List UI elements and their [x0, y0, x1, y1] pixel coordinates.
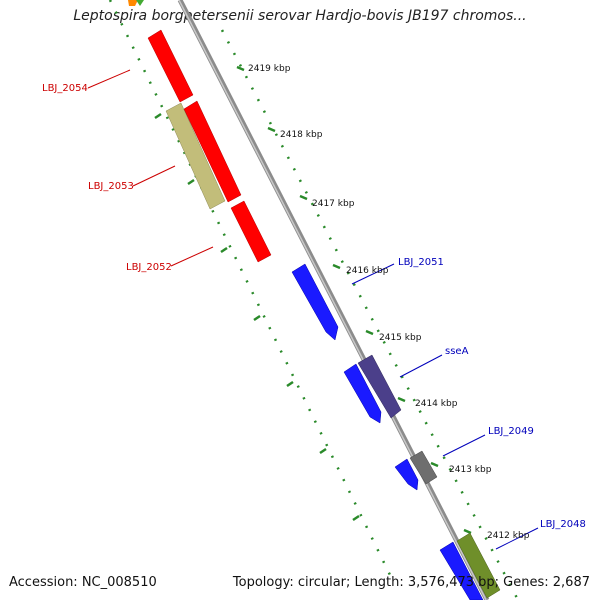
kbp-label-2418: 2418 kbp	[280, 130, 323, 140]
kbp-label-2416: 2416 kbp	[346, 266, 389, 276]
tick-track-outer-left	[108, 0, 392, 576]
kbp-label-2413: 2413 kbp	[449, 465, 492, 475]
gene-label-lbj-2049[interactable]: LBJ_2049	[488, 426, 534, 437]
gene-lbj-2051[interactable]	[291, 263, 339, 341]
gene-lbj-2049[interactable]	[394, 458, 419, 491]
gene-label-lbj-2051[interactable]: LBJ_2051	[398, 257, 444, 268]
accession-label: Accession: NC_008510	[9, 575, 157, 590]
major-ticks-left	[154, 112, 360, 522]
kbp-label-2414: 2414 kbp	[415, 399, 458, 409]
gene-top-fragment	[128, 0, 144, 6]
gene-lbj-2052-a[interactable]	[183, 100, 242, 203]
kbp-label-2419: 2419 kbp	[248, 64, 291, 74]
gene-sseA[interactable]	[357, 354, 402, 419]
tick-track-outer-right	[220, 29, 520, 600]
kbp-label-2417: 2417 kbp	[312, 199, 355, 209]
gene-lbj-2054[interactable]	[147, 29, 194, 103]
kbp-label-2415: 2415 kbp	[379, 333, 422, 343]
gene-label-ssea[interactable]: sseA	[445, 346, 469, 357]
gene-lbj-2048-olive[interactable]	[456, 532, 501, 599]
gene-sseA-b[interactable]	[343, 363, 382, 424]
gene-lbj-2048[interactable]	[439, 541, 484, 600]
gene-lbj-2052[interactable]	[230, 200, 272, 263]
gene-label-lbj-2048[interactable]: LBJ_2048	[540, 519, 586, 530]
gene-lbj-2053[interactable]	[165, 102, 226, 210]
gene-lbj-2049-grey[interactable]	[409, 450, 438, 485]
label-leaders	[87, 69, 539, 550]
gene-label-lbj-2054[interactable]: LBJ_2054	[42, 83, 88, 94]
kbp-label-2412: 2412 kbp	[487, 531, 530, 541]
gene-label-lbj-2053[interactable]: LBJ_2053	[88, 181, 134, 192]
major-ticks	[236, 65, 472, 535]
gene-label-lbj-2052[interactable]: LBJ_2052	[126, 262, 172, 273]
genome-backbone	[177, 0, 490, 600]
genome-summary: Topology: circular; Length: 3,576,473 bp…	[232, 575, 590, 590]
